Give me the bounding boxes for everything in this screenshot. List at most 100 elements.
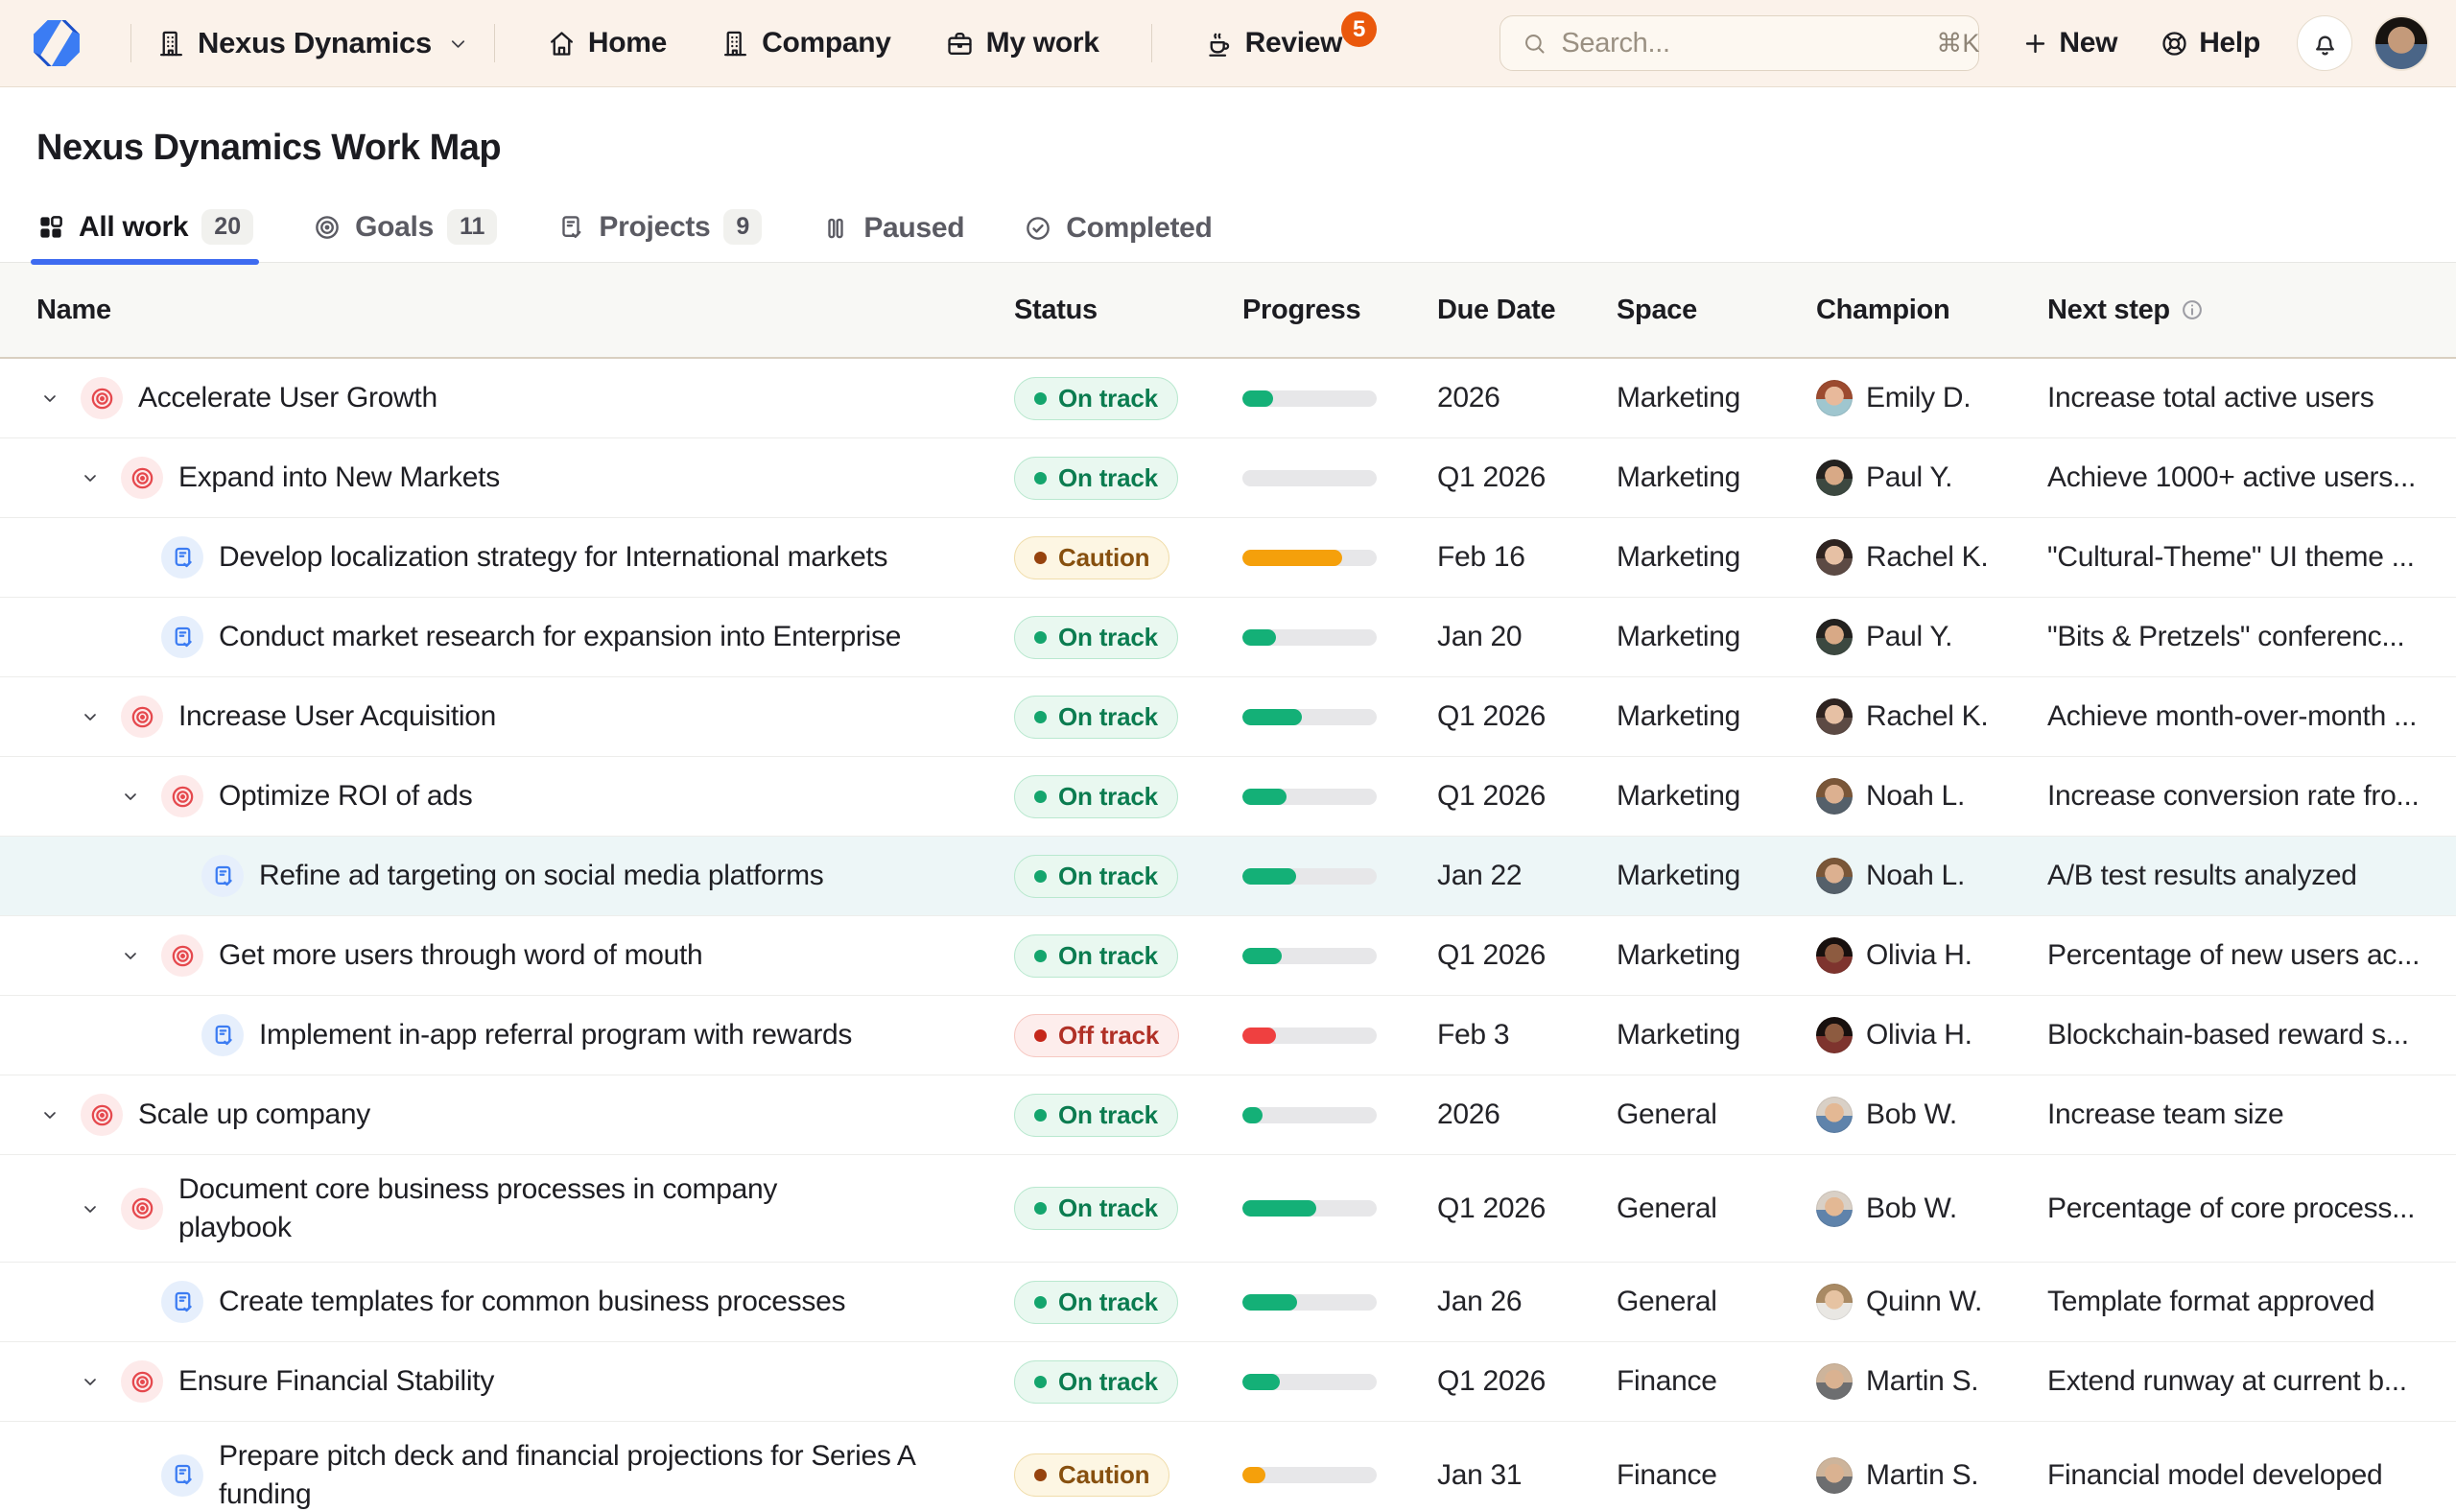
app-logo-icon[interactable] bbox=[33, 17, 81, 69]
column-header-name[interactable]: Name bbox=[0, 295, 1014, 326]
goal-row[interactable]: Document core business processes in comp… bbox=[0, 1155, 2456, 1263]
expand-chevron-icon[interactable] bbox=[79, 465, 102, 490]
progress-bar-fill bbox=[1242, 1027, 1276, 1044]
status-badge[interactable]: Caution bbox=[1014, 535, 1170, 579]
champion-avatar bbox=[1816, 1097, 1853, 1133]
status-dot bbox=[1034, 1375, 1047, 1388]
space-cell: General bbox=[1617, 1192, 1717, 1224]
status-badge[interactable]: On track bbox=[1014, 1359, 1178, 1404]
progress-cell bbox=[1242, 549, 1437, 566]
status-label: Caution bbox=[1058, 1460, 1150, 1489]
tab-label: Goals bbox=[355, 210, 434, 243]
due-date-cell: Q1 2026 bbox=[1437, 1192, 1546, 1224]
status-badge[interactable]: Off track bbox=[1014, 1013, 1180, 1057]
tab-goals[interactable]: Goals 11 bbox=[313, 209, 498, 262]
expand-chevron-icon[interactable] bbox=[79, 1369, 102, 1394]
nav-my-work[interactable]: My work bbox=[945, 27, 1099, 59]
info-icon[interactable] bbox=[2180, 297, 2205, 322]
nav-review[interactable]: Review 5 bbox=[1204, 12, 1378, 59]
status-badge[interactable]: On track bbox=[1014, 1187, 1178, 1230]
workspace-switcher[interactable]: Nexus Dynamics bbox=[156, 26, 469, 60]
help-button[interactable]: Help bbox=[2160, 27, 2260, 59]
name-cell: Implement in-app referral program with r… bbox=[0, 1014, 1014, 1056]
status-badge[interactable]: On track bbox=[1014, 774, 1178, 818]
column-header-label: Next step bbox=[2047, 294, 2170, 325]
expand-chevron-icon[interactable] bbox=[79, 704, 102, 729]
tab-count-badge: 9 bbox=[723, 209, 763, 245]
champion-cell: Martin S. bbox=[1816, 1363, 2047, 1400]
project-row[interactable]: Refine ad targeting on social media plat… bbox=[0, 837, 2456, 916]
champion-avatar bbox=[1816, 778, 1853, 815]
progress-bar-fill bbox=[1242, 1373, 1281, 1390]
progress-bar bbox=[1242, 1373, 1377, 1390]
expand-chevron-icon[interactable] bbox=[38, 386, 61, 411]
notifications-button[interactable] bbox=[2297, 15, 2352, 71]
name-cell: Create templates for common business pro… bbox=[0, 1281, 1014, 1323]
next-step-cell: Percentage of core process... bbox=[2047, 1192, 2416, 1224]
goal-row[interactable]: Increase User Acquisition On track Q1 2026… bbox=[0, 677, 2456, 757]
expand-chevron-icon[interactable] bbox=[119, 784, 142, 809]
goal-row[interactable]: Optimize ROI of ads On track Q1 2026 Market… bbox=[0, 757, 2456, 837]
goal-row[interactable]: Ensure Financial Stability On track Q1 202… bbox=[0, 1342, 2456, 1422]
status-badge[interactable]: On track bbox=[1014, 933, 1178, 978]
goal-row[interactable]: Get more users through word of mouth On t… bbox=[0, 916, 2456, 996]
project-doc-icon bbox=[161, 536, 203, 579]
champion-cell: Olivia H. bbox=[1816, 1017, 2047, 1053]
progress-cell bbox=[1242, 867, 1437, 885]
expand-chevron-icon[interactable] bbox=[38, 1102, 61, 1127]
topbar-divider bbox=[130, 24, 131, 62]
clipboard-icon bbox=[556, 213, 585, 242]
project-row[interactable]: Conduct market research for expansion in… bbox=[0, 598, 2456, 677]
project-row[interactable]: Develop localization strategy for Intern… bbox=[0, 518, 2456, 598]
status-badge[interactable]: On track bbox=[1014, 615, 1178, 659]
status-badge[interactable]: Caution bbox=[1014, 1453, 1170, 1497]
project-row[interactable]: Create templates for common business pro… bbox=[0, 1263, 2456, 1342]
goal-row[interactable]: Scale up company On track 2026 General Bob W… bbox=[0, 1075, 2456, 1155]
expand-chevron-icon[interactable] bbox=[79, 1196, 102, 1221]
status-dot bbox=[1034, 790, 1047, 803]
status-badge[interactable]: On track bbox=[1014, 854, 1178, 898]
progress-bar bbox=[1242, 390, 1377, 407]
name-cell: Ensure Financial Stability bbox=[0, 1360, 1014, 1403]
column-header-space[interactable]: Space bbox=[1617, 295, 1816, 326]
status-badge[interactable]: On track bbox=[1014, 695, 1178, 739]
column-header-label: Name bbox=[36, 294, 111, 325]
status-badge[interactable]: On track bbox=[1014, 1093, 1178, 1137]
expand-chevron-icon[interactable] bbox=[119, 943, 142, 968]
tab-paused[interactable]: Paused bbox=[821, 212, 965, 262]
status-dot bbox=[1034, 710, 1047, 723]
column-header-progress[interactable]: Progress bbox=[1242, 295, 1437, 326]
due-date-cell: Q1 2026 bbox=[1437, 939, 1546, 971]
column-header-label: Status bbox=[1014, 294, 1098, 325]
goal-row[interactable]: Accelerate User Growth On track 2026 Market… bbox=[0, 359, 2456, 438]
tab-projects[interactable]: Projects 9 bbox=[556, 209, 763, 262]
search-box[interactable]: ⌘K bbox=[1500, 15, 1979, 71]
space-cell: Marketing bbox=[1617, 780, 1741, 812]
progress-bar-fill bbox=[1242, 1293, 1298, 1311]
goal-row[interactable]: Expand into New Markets On track Q1 2026 Ma… bbox=[0, 438, 2456, 518]
status-badge[interactable]: On track bbox=[1014, 456, 1178, 500]
column-header-champion[interactable]: Champion bbox=[1816, 295, 2047, 326]
user-avatar[interactable] bbox=[2375, 17, 2427, 69]
champion-name: Rachel K. bbox=[1866, 700, 1989, 732]
project-row[interactable]: Prepare pitch deck and financial project… bbox=[0, 1422, 2456, 1512]
new-button[interactable]: New bbox=[2021, 27, 2117, 59]
space-cell: Marketing bbox=[1617, 1019, 1741, 1051]
tab-all-work[interactable]: All work 20 bbox=[30, 209, 260, 265]
tab-label: All work bbox=[79, 210, 189, 243]
nav-label: Company bbox=[762, 27, 891, 59]
status-badge[interactable]: On track bbox=[1014, 1280, 1178, 1324]
progress-bar bbox=[1242, 1467, 1377, 1483]
nav-company[interactable]: Company bbox=[720, 27, 891, 59]
column-header-next[interactable]: Next step bbox=[2047, 295, 2456, 326]
search-input[interactable] bbox=[1561, 27, 1924, 59]
item-name: Optimize ROI of ads bbox=[219, 780, 473, 812]
progress-cell bbox=[1242, 1293, 1437, 1311]
item-name: Scale up company bbox=[138, 1099, 371, 1130]
nav-home[interactable]: Home bbox=[547, 27, 667, 59]
column-header-status[interactable]: Status bbox=[1014, 295, 1242, 326]
status-badge[interactable]: On track bbox=[1014, 376, 1178, 420]
tab-completed[interactable]: Completed bbox=[1024, 212, 1213, 262]
column-header-due[interactable]: Due Date bbox=[1437, 295, 1617, 326]
project-row[interactable]: Implement in-app referral program with r… bbox=[0, 996, 2456, 1075]
